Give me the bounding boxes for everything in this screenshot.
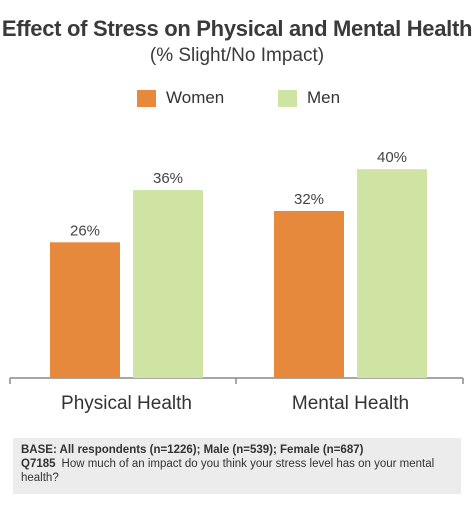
footer-question-id: Q7185	[21, 458, 56, 470]
chart-subtitle: (% Slight/No Impact)	[149, 45, 325, 66]
footer-note: BASE: All respondents (n=1226); Male (n=…	[13, 438, 461, 494]
chart-title: Effect of Stress on Physical and Mental …	[1, 16, 473, 41]
bar-women-physical-health	[50, 242, 120, 378]
data-label: 26%	[70, 222, 100, 239]
footer-question-text: How much of an impact do you think your …	[21, 458, 435, 484]
bar-women-mental-health	[274, 210, 344, 378]
legend-swatch-men	[278, 89, 297, 107]
category-label: Physical Health	[61, 393, 192, 414]
footer-question: Q7185 How much of an impact do you think …	[21, 457, 453, 485]
legend-item-men: Men	[278, 88, 340, 108]
legend-label-men: Men	[307, 88, 341, 107]
category-label: Mental Health	[292, 393, 409, 414]
data-label: 36%	[153, 170, 183, 187]
chart-legend: Women Men	[0, 88, 474, 110]
bar-chart: 26% 36% Physical Health 32% 40% Mental Health	[9, 149, 464, 414]
data-label: 32%	[294, 191, 324, 208]
data-label: 40%	[377, 149, 407, 166]
bar-men-mental-health	[357, 169, 427, 378]
legend-label-women: Women	[166, 88, 225, 107]
legend-swatch-women	[137, 89, 156, 107]
footer-base: BASE: All respondents (n=1226); Male (n=…	[21, 444, 364, 456]
legend-item-women: Women	[137, 88, 224, 108]
bar-men-physical-health	[133, 190, 203, 378]
